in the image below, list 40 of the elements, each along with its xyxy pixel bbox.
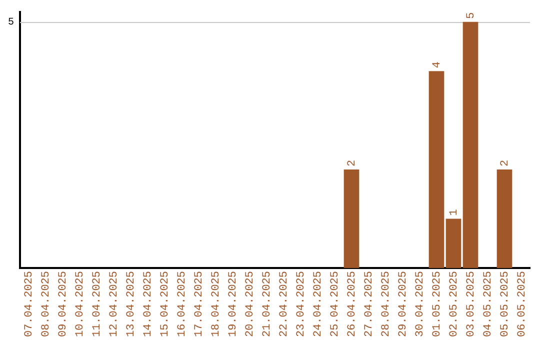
x-tick-label: 27.04.2025	[363, 270, 376, 338]
data-label: 1	[448, 208, 460, 216]
x-tick-label: 14.04.2025	[142, 270, 154, 338]
data-label: 5	[465, 12, 478, 19]
x-tick-label: 16.04.2025	[176, 270, 188, 338]
bar	[344, 170, 360, 268]
x-tick-label: 04.05.2025	[482, 270, 494, 338]
x-tick-label: 18.04.2025	[210, 270, 222, 338]
x-tick-label: 22.04.2025	[278, 270, 290, 338]
x-tick-label: 19.04.2025	[227, 270, 240, 338]
data-label: 4	[431, 61, 444, 68]
x-tick-label: 10.04.2025	[74, 270, 86, 338]
x-tick-label: 23.04.2025	[295, 270, 308, 338]
x-tick-label: 25.04.2025	[329, 270, 342, 338]
x-tick-label: 15.04.2025	[159, 270, 172, 338]
x-tick-label: 21.04.2025	[261, 270, 274, 338]
x-tick-label: 03.05.2025	[465, 270, 478, 338]
x-tick-label: 13.04.2025	[125, 270, 138, 338]
x-tick-label: 26.04.2025	[346, 270, 358, 338]
x-tick-label: 09.04.2025	[57, 270, 70, 338]
data-label: 2	[499, 160, 512, 167]
bar	[428, 71, 444, 268]
x-tick-label: 24.04.2025	[312, 270, 324, 338]
x-tick-label: 29.04.2025	[397, 270, 410, 338]
bar	[446, 218, 462, 268]
x-tick-label: 20.04.2025	[244, 270, 256, 338]
bar	[462, 22, 478, 268]
x-tick-label: 17.04.2025	[193, 270, 206, 338]
data-label: 2	[346, 160, 358, 167]
x-tick-label: 30.04.2025	[414, 270, 426, 338]
bar	[496, 170, 512, 268]
x-tick-label: 11.04.2025	[91, 270, 104, 338]
x-tick-label: 28.04.2025	[380, 270, 392, 338]
x-tick-label: 08.04.2025	[40, 270, 52, 338]
x-tick-label: 06.05.2025	[516, 270, 528, 338]
x-tick-label: 01.05.2025	[431, 270, 444, 338]
x-tick-label: 02.05.2025	[448, 270, 460, 338]
x-tick-label: 05.05.2025	[499, 270, 512, 338]
x-tick-label: 07.04.2025	[23, 270, 36, 338]
x-tick-label: 12.04.2025	[108, 270, 120, 338]
